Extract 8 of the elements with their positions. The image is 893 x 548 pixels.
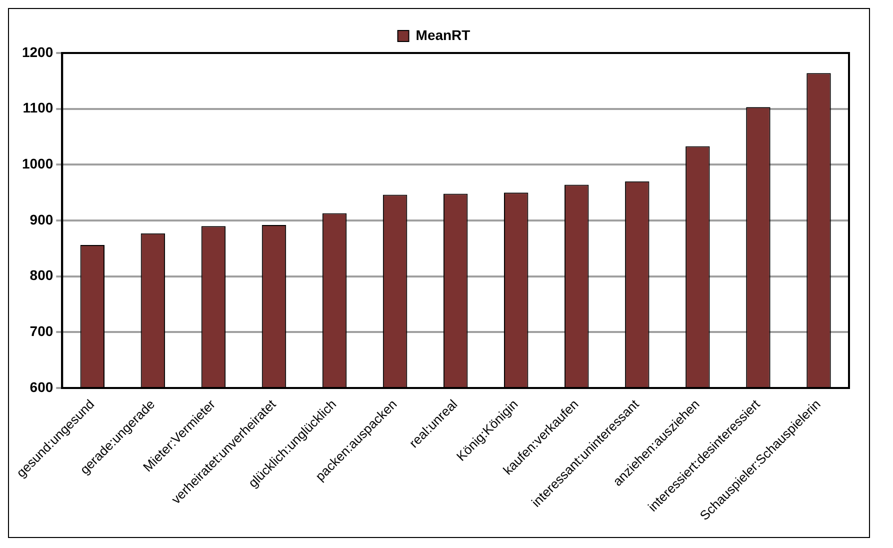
y-tick-label: 600 [30, 378, 54, 395]
y-tick-label: 900 [30, 211, 54, 228]
y-tick-label: 1100 [22, 100, 54, 116]
y-tick-label: 700 [30, 323, 54, 340]
y-tick-label: 800 [30, 267, 54, 284]
legend-label: MeanRT [416, 26, 471, 43]
y-tick-label: 1200 [22, 44, 54, 60]
y-tick-label: 1000 [22, 156, 54, 172]
